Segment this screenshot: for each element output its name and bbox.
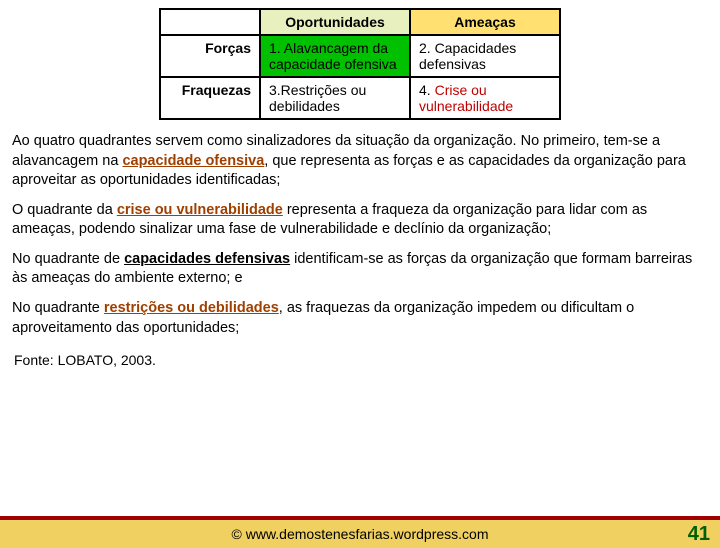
quadrant-4: 4. Crise ou vulnerabilidade — [410, 77, 560, 119]
paragraph-1: Ao quatro quadrantes servem como sinaliz… — [12, 132, 708, 191]
paragraph-2: O quadrante da crise ou vulnerabilidade … — [12, 201, 708, 240]
source-citation: Fonte: LOBATO, 2003. — [0, 348, 720, 368]
slide-number: 41 — [688, 523, 710, 546]
term-defensivas: capacidades defensivas — [124, 251, 290, 267]
term-restricoes: restrições ou debilidades — [104, 300, 279, 316]
quadrant-2: 2. Capacidades defensivas — [410, 35, 560, 77]
header-opportunities: Oportunidades — [260, 9, 410, 35]
term-crise: crise ou vulnerabilidade — [117, 202, 283, 218]
content-body: Ao quatro quadrantes servem como sinaliz… — [0, 132, 720, 338]
header-threats: Ameaças — [410, 9, 560, 35]
row-label-weaknesses: Fraquezas — [160, 77, 260, 119]
quadrant-1: 1. Alavancagem da capacidade ofensiva — [260, 35, 410, 77]
row-label-strengths: Forças — [160, 35, 260, 77]
quadrant-3: 3.Restrições ou debilidades — [260, 77, 410, 119]
corner-cell — [160, 9, 260, 35]
footer-bar: © www.demostenesfarias.wordpress.com 41 — [0, 520, 720, 548]
term-ofensiva: capacidade ofensiva — [122, 153, 264, 169]
paragraph-4: No quadrante restrições ou debilidades, … — [12, 299, 708, 338]
paragraph-3: No quadrante de capacidades defensivas i… — [12, 250, 708, 289]
swot-matrix: Oportunidades Ameaças Forças 1. Alavanca… — [159, 8, 561, 120]
